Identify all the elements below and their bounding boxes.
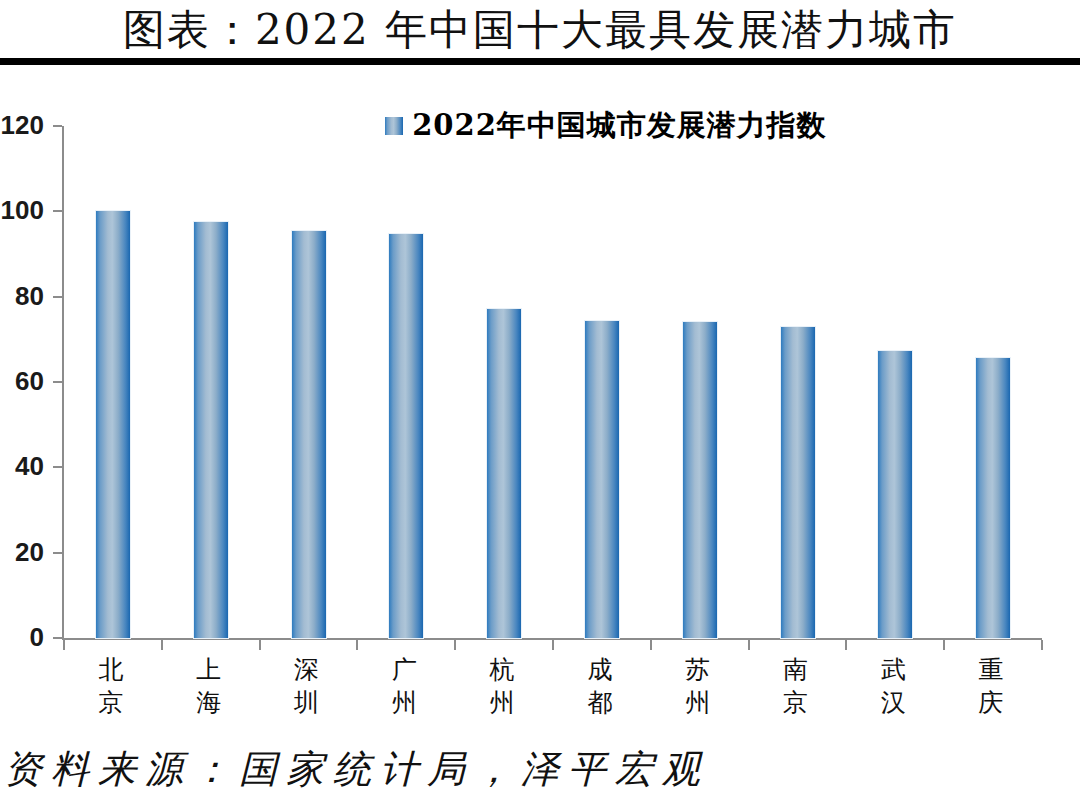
x-label-cell: 上海	[160, 654, 258, 719]
y-tick-mark	[53, 466, 62, 468]
x-label-cell: 广州	[355, 654, 453, 719]
bar-成都	[585, 321, 619, 638]
y-tick-mark	[53, 637, 62, 639]
y-tick-label: 120	[0, 112, 44, 138]
plot-area: 020406080100120	[62, 126, 1042, 640]
x-category-label: 北京	[97, 654, 126, 719]
x-label-cell: 杭州	[453, 654, 551, 719]
x-tick-mark	[845, 640, 847, 650]
x-axis-labels: 北京 上海 深圳 广州 杭州 成都 苏州 南京 武汉 重庆	[62, 654, 1040, 719]
x-tick-mark	[356, 640, 358, 650]
y-tick-label: 40	[0, 453, 44, 479]
y-tick-mark	[53, 210, 62, 212]
x-category-label: 重庆	[977, 654, 1006, 719]
y-tick-mark	[53, 296, 62, 298]
x-tick-mark	[454, 640, 456, 650]
y-tick-label: 20	[0, 539, 44, 565]
title-divider	[0, 58, 1080, 65]
source-note: 资料来源：国家统计局，泽平宏观	[4, 744, 709, 795]
x-category-label: 南京	[781, 654, 810, 719]
x-tick-mark	[259, 640, 261, 650]
y-tick-label: 100	[0, 197, 44, 223]
bar-南京	[781, 327, 815, 638]
x-category-label: 武汉	[879, 654, 908, 719]
x-tick-mark	[161, 640, 163, 650]
x-category-label: 杭州	[488, 654, 517, 719]
x-label-cell: 深圳	[258, 654, 356, 719]
y-tick-mark	[53, 381, 62, 383]
x-category-label: 深圳	[292, 654, 321, 719]
x-label-cell: 武汉	[844, 654, 942, 719]
figure-page: 图表：2022 年中国十大最具发展潜力城市 2022年中国城市发展潜力指数 02…	[0, 0, 1080, 798]
x-category-label: 苏州	[683, 654, 712, 719]
bar-深圳	[292, 231, 326, 638]
bar-杭州	[487, 309, 521, 638]
y-tick-label: 80	[0, 283, 44, 309]
x-tick-mark	[552, 640, 554, 650]
x-label-cell: 苏州	[649, 654, 747, 719]
x-tick-mark	[1041, 640, 1043, 650]
y-tick-mark	[53, 125, 62, 127]
x-label-cell: 北京	[62, 654, 160, 719]
bar-苏州	[683, 322, 717, 638]
x-category-label: 成都	[586, 654, 615, 719]
x-label-cell: 成都	[551, 654, 649, 719]
x-label-cell: 重庆	[942, 654, 1040, 719]
page-title: 图表：2022 年中国十大最具发展潜力城市	[0, 2, 1080, 58]
bar-北京	[96, 211, 130, 638]
x-tick-mark	[650, 640, 652, 650]
x-category-label: 上海	[194, 654, 223, 719]
bar-上海	[194, 222, 228, 638]
y-tick-label: 0	[0, 624, 44, 650]
y-tick-label: 60	[0, 368, 44, 394]
x-label-cell: 南京	[747, 654, 845, 719]
x-tick-mark	[943, 640, 945, 650]
x-tick-mark	[748, 640, 750, 650]
bar-重庆	[976, 358, 1010, 638]
bar-武汉	[878, 351, 912, 638]
bar-广州	[389, 234, 423, 638]
x-category-label: 广州	[390, 654, 419, 719]
x-tick-mark	[63, 640, 65, 650]
y-tick-mark	[53, 552, 62, 554]
